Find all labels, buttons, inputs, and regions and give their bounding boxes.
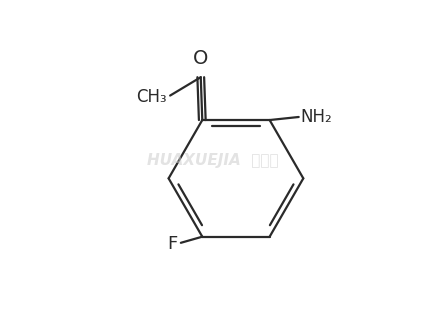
Text: CH₃: CH₃ bbox=[136, 88, 167, 106]
Text: NH₂: NH₂ bbox=[300, 108, 332, 126]
Text: F: F bbox=[167, 235, 178, 253]
Text: HUAXUEJIA  化学加: HUAXUEJIA 化学加 bbox=[147, 153, 279, 167]
Text: O: O bbox=[193, 49, 208, 68]
